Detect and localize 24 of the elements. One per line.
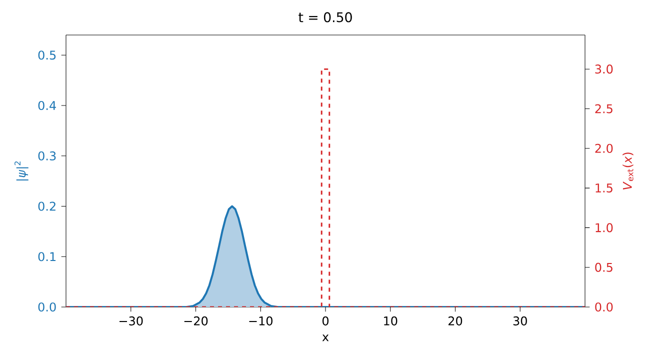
x-tick-label: −30 (119, 316, 143, 326)
y2-tick-label: 0.5 (595, 262, 612, 272)
y-tick-label: 0.1 (38, 252, 56, 262)
x-axis-title: x (322, 334, 329, 342)
chart-title: t = 0.50 (298, 12, 352, 22)
x-tick-label: −10 (249, 316, 272, 326)
x-tick-label: 30 (513, 316, 527, 326)
x-tick-label: 20 (448, 316, 462, 326)
x-tick-label: 10 (384, 316, 398, 326)
y2-tick-label: 3.0 (595, 64, 613, 74)
y-tick-label: 0.3 (38, 151, 56, 160)
y-axis-title: |ψ|$^{2}$ (14, 161, 28, 180)
y-tick-label: 0.2 (38, 202, 56, 211)
y-tick-label: 0.0 (38, 302, 56, 312)
y2-tick-label: 2.5 (595, 104, 612, 114)
y2-tick-label: 1.0 (596, 223, 613, 232)
y2-tick-label: 2.0 (595, 144, 613, 153)
y-tick-label: 0.5 (38, 50, 56, 60)
y2-axis-title: V$_{ext}$(x) (622, 152, 634, 190)
y2-tick-label: 1.5 (596, 184, 612, 192)
y-tick-label: 0.4 (38, 100, 56, 110)
x-tick-label: 0 (322, 316, 329, 326)
y2-tick-label: 0.0 (595, 302, 613, 312)
x-tick-label: −20 (184, 316, 208, 326)
